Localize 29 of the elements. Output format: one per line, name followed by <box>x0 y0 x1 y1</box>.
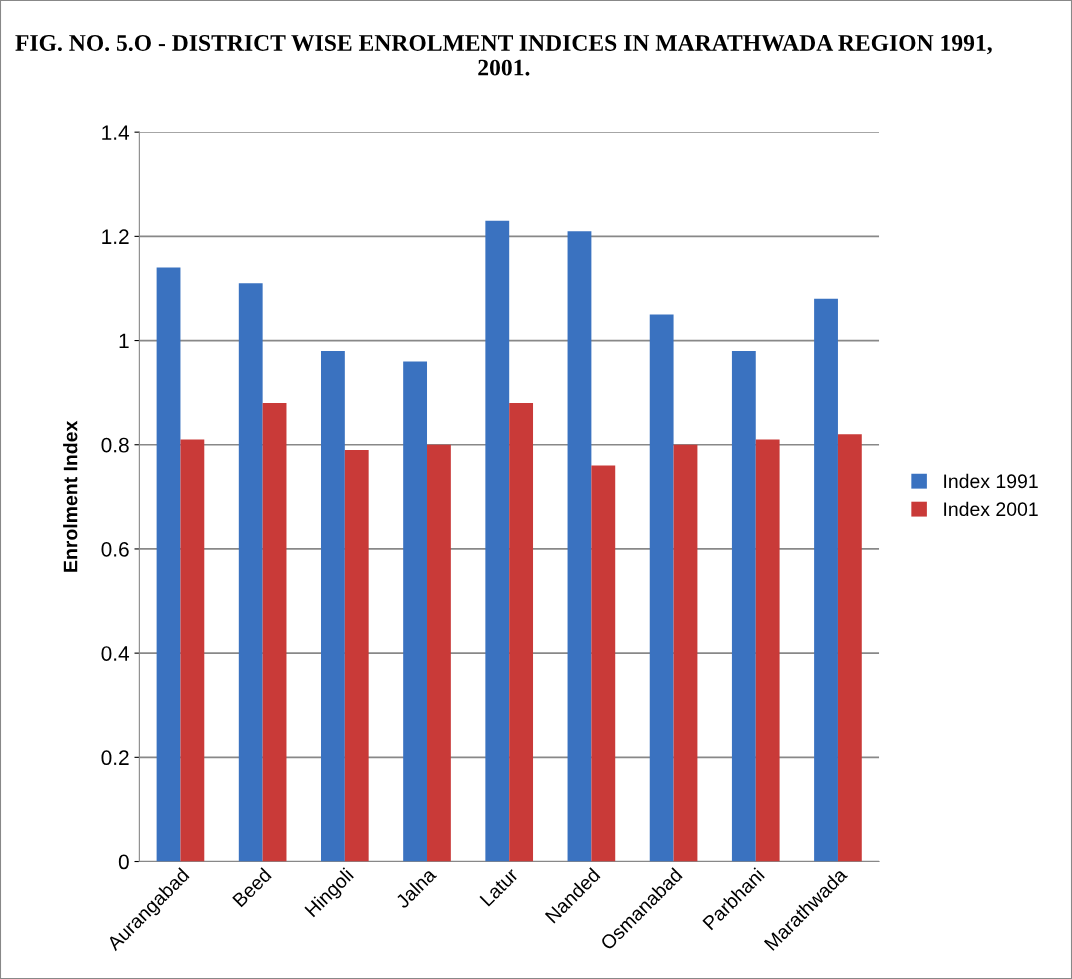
y-tick-label: 1.4 <box>102 125 130 140</box>
bar <box>238 283 263 862</box>
bar <box>427 444 451 862</box>
bar <box>320 350 345 862</box>
bar <box>837 434 862 862</box>
bar <box>591 465 616 862</box>
bar <box>180 439 205 862</box>
bar <box>485 220 510 862</box>
bar <box>403 361 428 862</box>
y-axis-title: Enrolment Index <box>63 420 78 572</box>
bar <box>731 350 756 862</box>
bar <box>344 449 369 862</box>
y-tick-label: 0.4 <box>101 646 130 661</box>
chart-title: FIG. NO. 5.O - DISTRICT WISE ENROLMENT INDICES IN MARATHWADA REGION 1991, 2001. <box>15 35 992 76</box>
bar <box>755 439 780 862</box>
y-tick-label: 1.2 <box>102 229 129 244</box>
bar <box>649 314 674 862</box>
bar <box>156 267 181 862</box>
y-tick-label: 0.2 <box>101 750 129 766</box>
y-tick-label: 0.6 <box>101 541 129 557</box>
bar <box>673 444 698 862</box>
y-tick-label: 0.8 <box>101 437 129 453</box>
bar <box>567 231 592 862</box>
bar <box>814 298 838 862</box>
legend-label: Index 2001 <box>944 501 1038 517</box>
bar <box>509 403 534 862</box>
bar <box>262 403 287 862</box>
legend-label: Index 1991 <box>944 473 1038 489</box>
y-tick-label: 1 <box>119 333 129 349</box>
